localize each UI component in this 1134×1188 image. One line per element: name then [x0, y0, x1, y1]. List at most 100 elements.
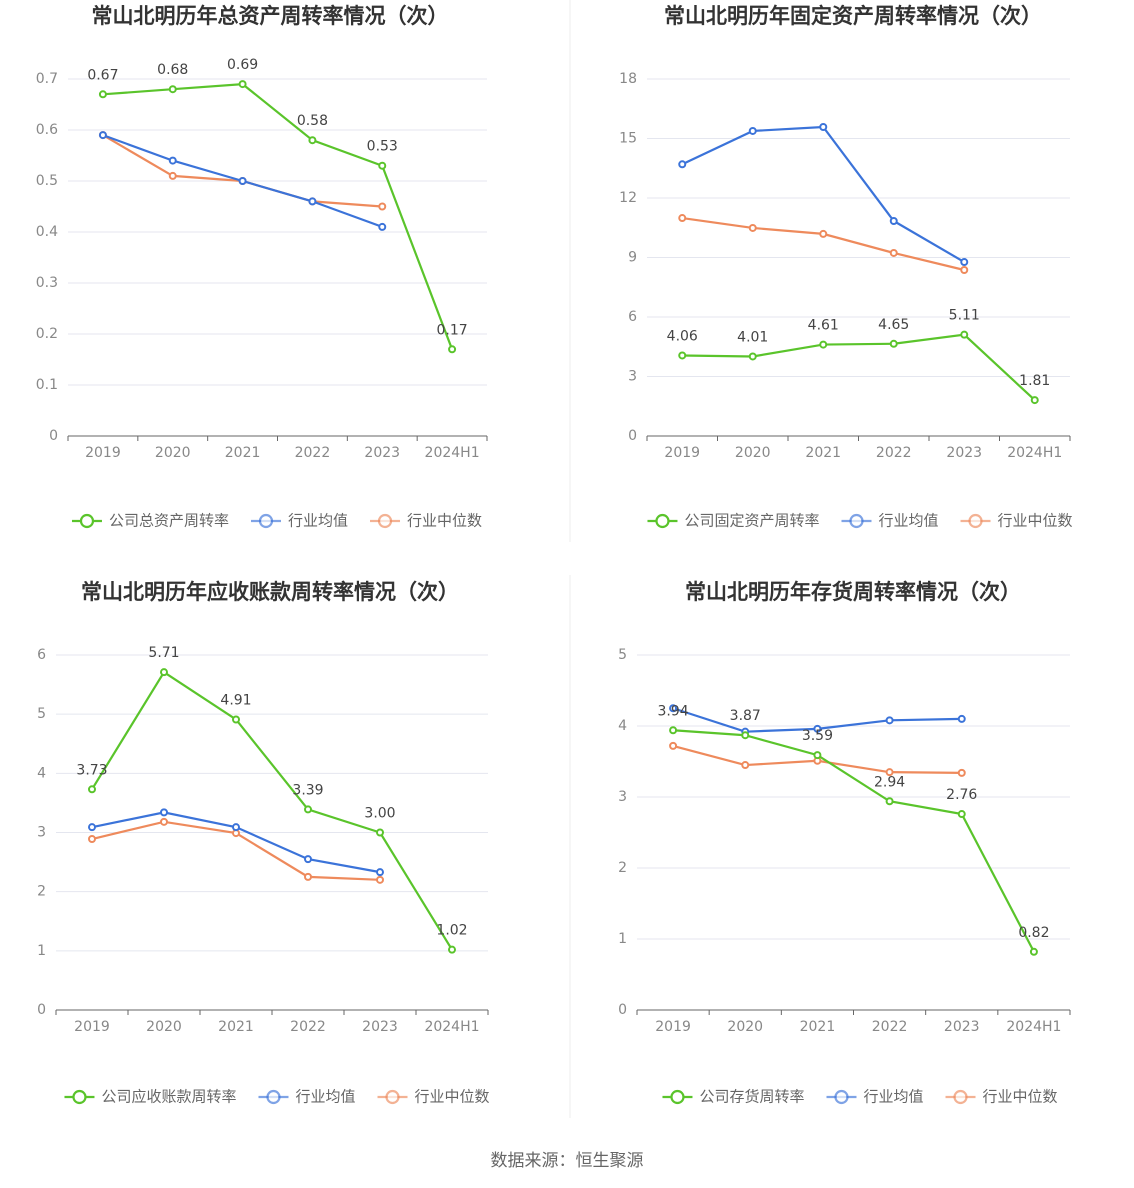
x-tick-label: 2020 [155, 445, 191, 461]
point [168, 156, 177, 165]
y-tick-label: 0.3 [36, 275, 58, 291]
y-tick-label: 5 [37, 706, 46, 722]
point [168, 85, 177, 94]
x-tick-label: 2019 [664, 445, 700, 461]
legend-item: 公司存货周转率 [662, 1088, 804, 1106]
x-tick-label: 2022 [295, 445, 331, 461]
y-tick-label: 0.4 [36, 224, 58, 240]
data-label: 0.58 [297, 113, 328, 129]
point [160, 668, 168, 677]
y-tick-label: 2 [37, 884, 46, 900]
y-tick-label: 9 [628, 250, 637, 266]
point [88, 823, 96, 832]
y-tick-label: 0.1 [36, 377, 58, 393]
legend-label: 行业均值 [288, 512, 348, 530]
x-tick-label: 2023 [946, 445, 982, 461]
legend-label: 行业中位数 [415, 1088, 490, 1106]
point [678, 214, 687, 223]
legend: 公司固定资产周转率 行业均值 行业中位数 [647, 512, 1073, 530]
point [885, 768, 894, 777]
legend-label: 行业均值 [878, 512, 938, 530]
x-tick-label: 2021 [800, 1019, 836, 1035]
x-tick-label: 2020 [146, 1019, 182, 1035]
point [957, 810, 966, 819]
data-label: 0.69 [227, 57, 258, 73]
x-tick-label: 2024H1 [1006, 1019, 1061, 1035]
y-tick-label: 0.6 [36, 122, 58, 138]
point [308, 197, 317, 206]
point [1029, 947, 1038, 956]
series-line [673, 729, 1035, 953]
point [378, 222, 387, 231]
point [232, 715, 240, 724]
point [669, 726, 678, 735]
legend-label: 行业中位数 [983, 1088, 1058, 1106]
series-line [681, 125, 965, 264]
legend-item: 行业均值 [826, 1088, 924, 1106]
data-label: 2.76 [946, 787, 977, 803]
data-label: 3.94 [657, 703, 688, 719]
point [889, 248, 898, 257]
legend-item: 公司固定资产周转率 [647, 512, 819, 530]
data-label: 3.00 [364, 806, 395, 822]
x-tick-label: 2023 [364, 445, 400, 461]
x-tick-label: 2021 [218, 1019, 254, 1035]
point [308, 136, 317, 145]
legend-item: 公司应收账款周转率 [64, 1088, 236, 1106]
y-tick-label: 0 [628, 428, 637, 444]
y-tick-label: 0 [618, 1002, 627, 1018]
x-tick-label: 2019 [85, 445, 121, 461]
point [448, 345, 457, 354]
data-label: 3.59 [802, 728, 833, 744]
legend-label: 行业均值 [863, 1088, 923, 1106]
data-label: 3.39 [292, 782, 323, 798]
y-tick-label: 18 [619, 71, 637, 87]
data-label: 2.94 [874, 774, 905, 790]
legend-symbol [377, 513, 393, 529]
point [819, 122, 828, 131]
x-tick-label: 2023 [944, 1019, 980, 1035]
x-tick-label: 2024H1 [425, 445, 480, 461]
point [1030, 396, 1039, 405]
x-tick-label: 2021 [225, 445, 261, 461]
point [813, 751, 822, 760]
point [98, 90, 107, 99]
y-tick-label: 6 [628, 309, 637, 325]
point [376, 875, 384, 884]
x-tick-label: 2024H1 [424, 1019, 479, 1035]
point [885, 716, 894, 725]
point [748, 223, 757, 232]
data-label: 4.06 [667, 328, 698, 344]
point [160, 817, 168, 826]
point [741, 731, 750, 740]
y-tick-label: 3 [628, 369, 637, 385]
point [957, 714, 966, 723]
y-tick-label: 0.2 [36, 326, 58, 342]
data-label: 5.11 [949, 308, 980, 324]
x-tick-label: 2022 [290, 1019, 326, 1035]
data-label: 0.82 [1018, 925, 1049, 941]
legend-item: 公司总资产周转率 [71, 512, 229, 530]
y-tick-label: 1 [37, 943, 46, 959]
series-line [91, 811, 381, 874]
chart-title: 常山北明历年固定资产周转率情况（次） [664, 4, 1042, 28]
point [88, 785, 96, 794]
point [960, 265, 969, 274]
data-label: 1.81 [1019, 373, 1050, 389]
legend-symbol [670, 1089, 685, 1105]
point [957, 768, 966, 777]
data-label: 4.91 [220, 692, 251, 708]
legend-item: 行业均值 [841, 512, 939, 530]
legend-label: 公司存货周转率 [699, 1088, 804, 1106]
point [669, 704, 678, 713]
data-label: 4.01 [737, 329, 768, 345]
legend-symbol [655, 513, 670, 529]
point [741, 761, 750, 770]
x-tick-label: 2019 [655, 1019, 691, 1035]
point [813, 724, 822, 733]
y-tick-label: 0.5 [36, 173, 58, 189]
legend-item: 行业中位数 [960, 512, 1073, 530]
point [378, 202, 387, 211]
point [448, 945, 456, 954]
legend-item: 行业中位数 [945, 1088, 1058, 1106]
